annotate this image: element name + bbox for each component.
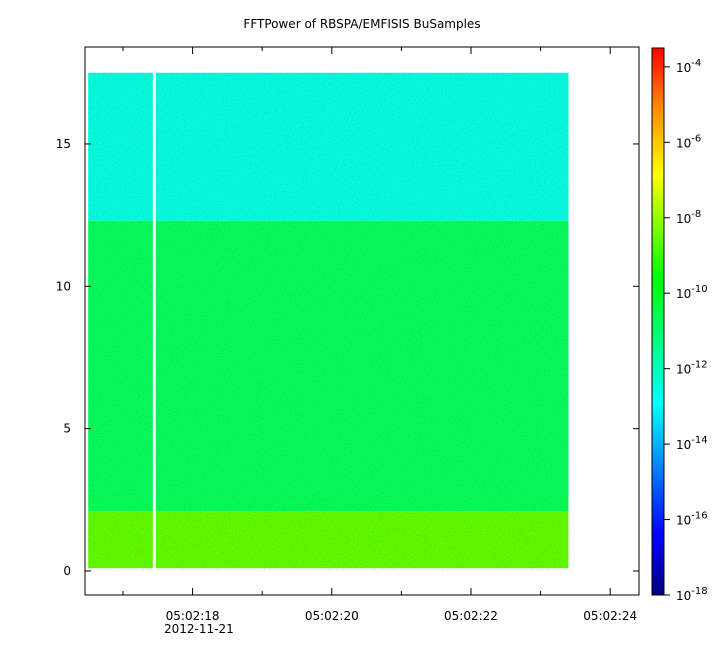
y-tick-label: 15 [56,137,71,151]
colorbar-ticks: 10-18 10-16 10-14 10-12 10-10 10-8 10-6 10-4 [664,58,708,603]
colorbar-tick-label: 10-12 [676,360,708,377]
colorbar-tick-label: 10-8 [676,209,701,226]
colorbar [651,47,665,596]
x-tick-label: 05:02:24 [583,609,637,623]
y-tick-label: 0 [63,564,71,578]
y-tick-label: 10 [56,279,71,293]
chart-title: FFTPower of RBSPA/EMFISIS BuSamples [243,17,481,31]
colorbar-tick-label: 10-14 [676,435,708,452]
colorbar-tick-label: 10-16 [676,511,708,528]
colorbar-tick-label: 10-4 [676,58,701,75]
y-tick-label: 5 [63,422,71,436]
colorbar-tick-label: 10-10 [676,284,708,301]
y-axis: 0 5 10 15 [56,137,639,578]
x-tick-label: 05:02:20 [305,609,359,623]
heatmap-texture [88,72,569,572]
x-date-label: 2012-11-21 [164,622,234,636]
colorbar-tick-label: 10-18 [676,586,708,603]
heatmap-layer [88,72,569,572]
x-axis: 05:02:18 05:02:20 05:02:22 05:02:24 2012-11-… [122,47,637,636]
data-gap-line [152,72,156,572]
x-tick-label: 05:02:18 [166,609,220,623]
x-tick-label: 05:02:22 [444,609,498,623]
colorbar-tick-label: 10-6 [676,133,701,150]
